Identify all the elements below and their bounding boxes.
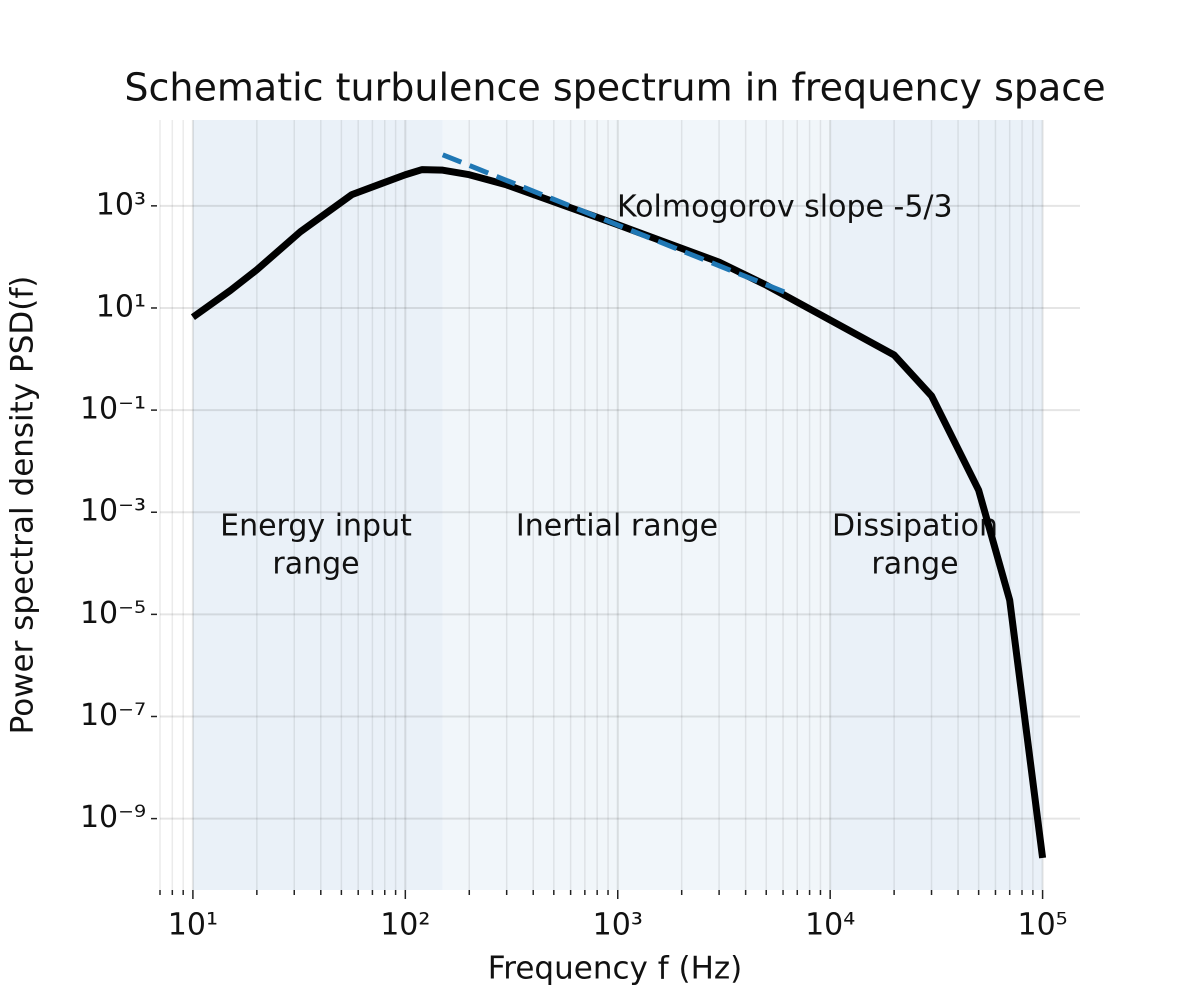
y-tick-label: 10⁻⁵ (80, 596, 146, 631)
y-axis-label: Power spectral density PSD(f) (5, 276, 41, 735)
region-label: range (272, 547, 359, 582)
x-tick-label: 10⁴ (805, 908, 855, 943)
region-label: range (871, 547, 958, 582)
x-tick-label: 10¹ (168, 908, 218, 943)
y-tick-label: 10⁻¹ (80, 392, 146, 427)
region (192, 120, 443, 890)
region (830, 120, 1043, 890)
annotation: Kolmogorov slope -5/3 (617, 190, 953, 225)
x-axis-label: Frequency f (Hz) (488, 951, 743, 987)
x-tick-label: 10² (380, 908, 430, 943)
y-tick-label: 10³ (96, 187, 146, 222)
chart-title: Schematic turbulence spectrum in frequen… (124, 66, 1105, 110)
x-tick-label: 10³ (593, 908, 643, 943)
y-tick-label: 10⁻⁷ (80, 698, 146, 733)
y-tick-label: 10⁻⁹ (80, 800, 146, 835)
x-tick-label: 10⁵ (1017, 908, 1067, 943)
spectrum-line (190, 166, 1047, 859)
region (442, 120, 831, 890)
y-tick-label: 10⁻³ (80, 494, 146, 529)
kolmogorov-line (441, 152, 793, 298)
region-label: Inertial range (516, 509, 718, 544)
y-tick-label: 10¹ (96, 289, 146, 324)
region-label: Energy input (220, 509, 412, 544)
region-label: Dissipation (832, 509, 998, 544)
